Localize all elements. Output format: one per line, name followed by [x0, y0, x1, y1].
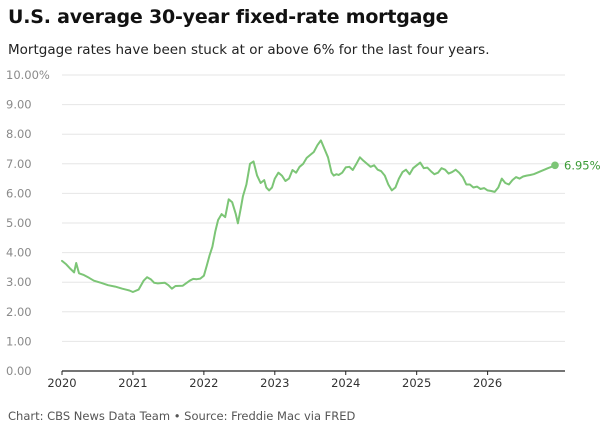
x-tick-label: 2024: [331, 376, 360, 390]
x-tick-label: 2026: [473, 376, 502, 390]
chart-subtitle: Mortgage rates have been stuck at or abo…: [8, 42, 490, 58]
x-tick-label: 2022: [189, 376, 218, 390]
series-group: [61, 139, 556, 293]
y-tick-label: 9.00: [6, 98, 32, 112]
y-tick-label: 0.00: [6, 364, 32, 378]
chart-title: U.S. average 30-year fixed-rate mortgage: [8, 6, 449, 28]
rate-series-line: [61, 139, 556, 293]
end-point-marker: [551, 161, 559, 170]
y-tick-label: 1.00: [6, 334, 32, 348]
y-tick-label: 6.00: [6, 186, 32, 200]
y-tick-label: 5.00: [6, 216, 32, 230]
chart-source-note: Chart: CBS News Data Team • Source: Fred…: [8, 409, 356, 423]
y-tick-label: 7.00: [6, 157, 32, 171]
x-tick-label: 2023: [260, 376, 289, 390]
y-tick-label: 3.00: [6, 275, 32, 289]
y-tick-label: 8.00: [6, 127, 32, 141]
y-axis-ticks: 0.00 1.00 2.00 3.00 4.00 5.00 6.00 7.00 8.00 9.00…: [6, 68, 50, 378]
x-tick-label: 2025: [402, 376, 431, 390]
end-value-label: 6.95%: [564, 158, 600, 172]
line-chart: 0.00 1.00 2.00 3.00 4.00 5.00 6.00 7.00 8.00 9.00…: [6, 68, 600, 390]
y-tick-label: 4.00: [6, 246, 32, 260]
x-tick-label: 2020: [47, 376, 76, 390]
end-marker-group: 6.95%: [551, 158, 600, 172]
x-axis: 2020 2021 2022 2023 2024 2025 2026: [47, 370, 565, 390]
y-tick-label: 10.00%: [6, 68, 50, 82]
gridlines: [62, 74, 565, 342]
x-tick-label: 2021: [118, 376, 147, 390]
y-tick-label: 2.00: [6, 305, 32, 319]
